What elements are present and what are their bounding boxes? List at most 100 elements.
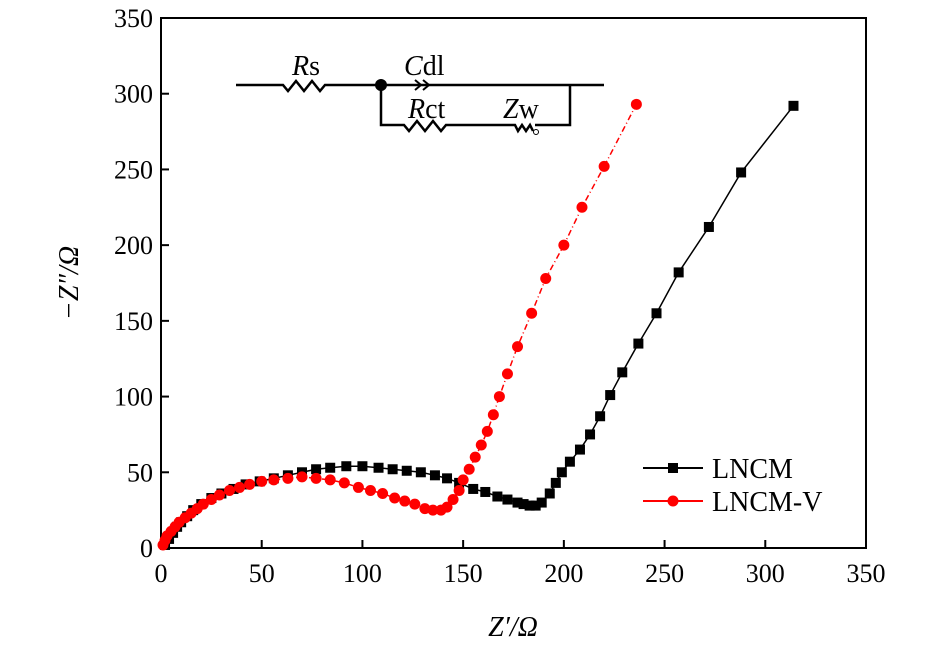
y-tick-label: 150 bbox=[114, 307, 153, 336]
data-point bbox=[703, 221, 714, 232]
data-point bbox=[197, 498, 209, 510]
data-point bbox=[357, 461, 368, 472]
x-tick-label: 50 bbox=[249, 559, 275, 588]
data-point bbox=[524, 500, 535, 511]
data-point bbox=[213, 489, 225, 501]
data-point bbox=[296, 471, 308, 483]
x-axis-label: Z′/Ω bbox=[488, 612, 538, 643]
data-point bbox=[401, 465, 412, 476]
x-tick-label: 100 bbox=[343, 559, 382, 588]
data-point bbox=[468, 483, 479, 494]
data-point bbox=[338, 477, 350, 489]
data-point bbox=[324, 474, 336, 486]
circuit-wires bbox=[236, 78, 604, 134]
data-point bbox=[364, 484, 376, 496]
x-tick-label: 150 bbox=[444, 559, 483, 588]
data-point bbox=[576, 201, 588, 213]
y-tick-label: 200 bbox=[114, 231, 153, 260]
data-point bbox=[556, 467, 567, 478]
data-point bbox=[574, 444, 585, 455]
series-line bbox=[162, 103, 638, 546]
y-tick-label: 300 bbox=[114, 80, 153, 109]
data-point bbox=[788, 100, 799, 111]
data-point bbox=[310, 472, 322, 484]
data-point bbox=[447, 494, 459, 506]
data-point bbox=[512, 341, 524, 353]
data-point bbox=[518, 499, 529, 510]
data-point bbox=[427, 504, 439, 516]
x-tick-label: 0 bbox=[155, 559, 168, 588]
data-point bbox=[501, 368, 513, 380]
data-point bbox=[399, 495, 411, 507]
data-point bbox=[480, 486, 491, 497]
series-lncm bbox=[160, 100, 799, 550]
data-point bbox=[389, 492, 401, 504]
data-point bbox=[311, 464, 322, 475]
data-point bbox=[341, 461, 352, 472]
y-tick-label: 0 bbox=[140, 534, 153, 563]
legend-label: LNCM-V bbox=[712, 487, 822, 518]
data-point bbox=[530, 500, 541, 511]
legend-marker bbox=[667, 495, 679, 507]
data-point bbox=[544, 488, 555, 499]
y-tick-label: 350 bbox=[114, 4, 153, 33]
x-tick-label: 300 bbox=[746, 559, 785, 588]
data-point bbox=[487, 409, 499, 421]
series-lncm-v bbox=[157, 98, 642, 551]
data-point bbox=[617, 367, 628, 378]
data-point bbox=[268, 474, 280, 486]
data-point bbox=[223, 484, 235, 496]
data-point bbox=[492, 491, 503, 502]
data-point bbox=[540, 272, 552, 284]
equivalent-circuit-inset: Rs Cdl Rct Zw bbox=[236, 51, 604, 135]
x-tick-label: 350 bbox=[847, 559, 886, 588]
data-point bbox=[736, 167, 747, 178]
data-point bbox=[493, 391, 505, 403]
data-point bbox=[502, 494, 513, 505]
data-point bbox=[475, 439, 487, 451]
y-axis-label: −Z″/Ω bbox=[54, 246, 85, 320]
data-point bbox=[325, 462, 336, 473]
data-point bbox=[595, 411, 606, 422]
data-point bbox=[630, 98, 642, 110]
warburg-node bbox=[533, 129, 539, 135]
data-point bbox=[536, 497, 547, 508]
label-zw: Zw bbox=[503, 94, 540, 125]
data-point bbox=[373, 462, 384, 473]
x-tick-label: 200 bbox=[544, 559, 583, 588]
data-point bbox=[457, 474, 469, 486]
data-point bbox=[244, 478, 256, 490]
data-point bbox=[651, 308, 662, 319]
data-point bbox=[387, 464, 398, 475]
legend-item-lncm-v: LNCM-V bbox=[643, 487, 822, 518]
data-point bbox=[564, 456, 575, 467]
data-point bbox=[469, 451, 481, 463]
data-point bbox=[463, 463, 475, 475]
y-tick-label: 250 bbox=[114, 155, 153, 184]
data-point bbox=[481, 425, 493, 437]
data-point bbox=[442, 473, 453, 484]
data-point bbox=[558, 239, 570, 251]
x-tick-label: 250 bbox=[645, 559, 684, 588]
data-point bbox=[352, 481, 364, 493]
data-point bbox=[605, 390, 616, 401]
data-point bbox=[453, 484, 465, 496]
data-point bbox=[429, 470, 440, 481]
data-point bbox=[377, 487, 389, 499]
data-point bbox=[282, 472, 294, 484]
data-point bbox=[205, 494, 217, 506]
junction-dot bbox=[375, 79, 387, 91]
capacitor-symbol bbox=[414, 79, 431, 91]
data-point bbox=[633, 338, 644, 349]
data-point bbox=[234, 481, 246, 493]
label-cdl: Cdl bbox=[404, 51, 445, 82]
data-point bbox=[585, 429, 596, 440]
data-point bbox=[550, 477, 561, 488]
y-tick-label: 50 bbox=[127, 458, 153, 487]
data-point bbox=[409, 498, 421, 510]
data-point bbox=[512, 497, 523, 508]
label-rct: Rct bbox=[407, 94, 446, 125]
plot-frame bbox=[160, 17, 867, 549]
